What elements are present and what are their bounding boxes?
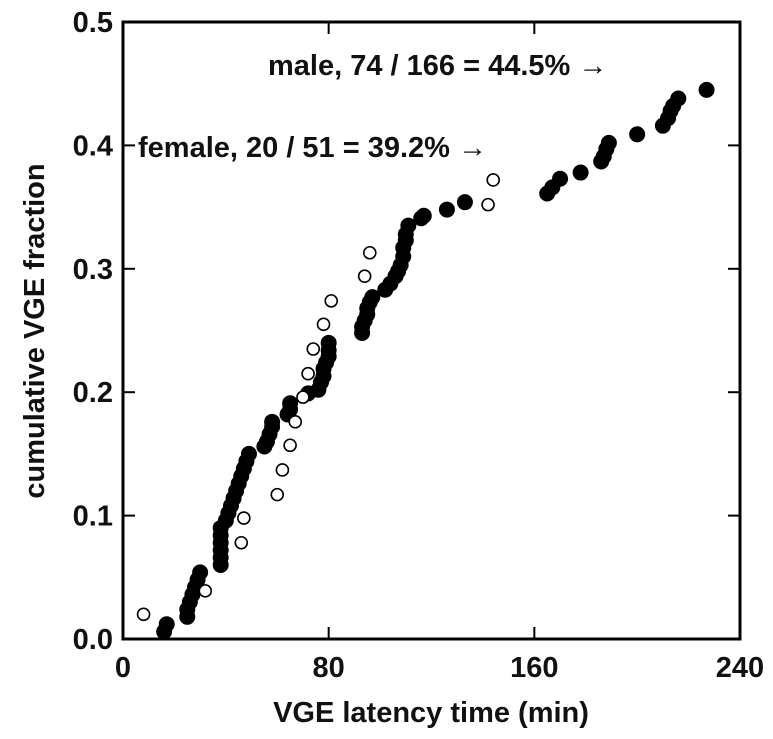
female-data-point <box>270 487 285 502</box>
y-tick-label: 0.4 <box>73 130 113 162</box>
female-data-point <box>316 317 331 332</box>
y-tick-label: 0.2 <box>73 377 113 409</box>
male-data-point <box>240 445 257 462</box>
male-data-point <box>629 126 646 143</box>
annotation-male: male, 74 / 166 = 44.5% → <box>268 50 607 82</box>
male-data-point <box>552 170 569 187</box>
male-data-point <box>264 413 281 430</box>
female-data-point <box>362 245 377 260</box>
female-data-point <box>301 366 315 381</box>
tick-labels: 0 80 160 240 0.0 0.1 0.2 0.3 0.4 0.5 <box>73 7 765 684</box>
y-tick-label: 0.1 <box>73 501 113 533</box>
male-data-point <box>282 395 299 412</box>
male-data-point <box>438 201 455 218</box>
male-data-point <box>572 164 589 181</box>
female-data-point <box>486 173 501 187</box>
female-data-point <box>357 269 372 284</box>
annotation-female: female, 20 / 51 = 39.2% → <box>138 132 487 164</box>
female-data-point <box>306 342 321 356</box>
female-data-point <box>237 511 251 525</box>
plot-frame <box>121 20 742 641</box>
female-data-point <box>324 294 339 308</box>
x-tick-label: 0 <box>115 652 131 684</box>
male-data-point <box>415 207 432 224</box>
y-axis-title: cumulative VGE fraction <box>19 163 51 498</box>
x-tick-label: 240 <box>716 652 764 684</box>
female-data-point <box>198 584 213 598</box>
female-data-point <box>136 607 151 622</box>
x-tick-label: 80 <box>313 652 345 684</box>
male-data-point <box>670 90 687 107</box>
data-points <box>136 81 715 640</box>
y-tick-label: 0.5 <box>73 7 113 39</box>
axis-ticks <box>122 21 741 640</box>
female-data-point <box>275 463 290 477</box>
x-axis-title: VGE latency time (min) <box>273 697 589 729</box>
male-data-point <box>320 334 337 351</box>
x-tick-label: 160 <box>510 652 558 684</box>
male-data-point <box>698 81 715 98</box>
male-data-point <box>192 564 209 581</box>
male-data-point <box>456 194 473 211</box>
male-data-point <box>600 134 617 151</box>
female-data-point <box>283 438 297 453</box>
female-data-point <box>296 390 310 404</box>
male-data-point <box>400 217 417 234</box>
y-tick-label: 0.0 <box>73 624 113 656</box>
y-tick-label: 0.3 <box>73 254 113 286</box>
male-data-point <box>364 289 381 306</box>
female-data-point <box>288 415 303 429</box>
female-data-point <box>234 535 249 550</box>
female-data-point <box>481 197 495 212</box>
male-data-point <box>158 616 175 633</box>
